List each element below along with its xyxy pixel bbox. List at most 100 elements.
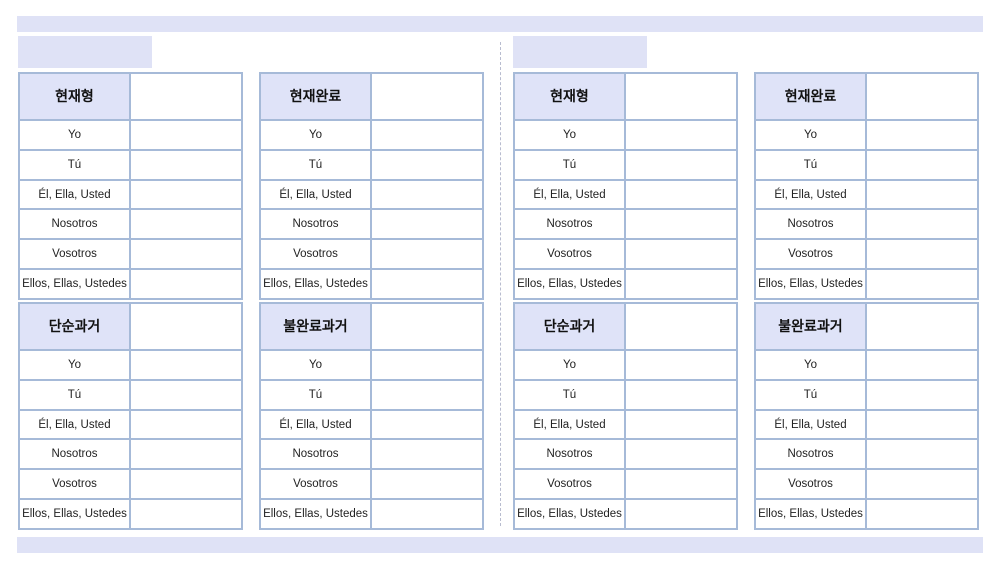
pronoun-label: Vosotros xyxy=(513,238,626,271)
answer-cell[interactable] xyxy=(623,468,739,501)
table-present-right: 현재형 Yo Tú Él, Ella, Usted Nosotros Vosot… xyxy=(513,72,739,300)
answer-cell[interactable] xyxy=(369,408,485,441)
pronoun-label: Ellos, Ellas, Ustedes xyxy=(754,498,867,530)
answer-cell[interactable] xyxy=(864,118,980,151)
pronoun-label: Él, Ella, Usted xyxy=(259,408,372,441)
answer-cell[interactable] xyxy=(623,118,739,151)
answer-cell[interactable] xyxy=(864,438,980,471)
answer-cell[interactable] xyxy=(128,72,244,121)
pronoun-label: Él, Ella, Usted xyxy=(754,408,867,441)
answer-cell[interactable] xyxy=(128,148,244,181)
pronoun-label: Nosotros xyxy=(18,208,131,241)
answer-cell[interactable] xyxy=(623,208,739,241)
answer-cell[interactable] xyxy=(369,238,485,271)
tense-header: 현재형 xyxy=(513,72,626,121)
pronoun-label: Nosotros xyxy=(18,438,131,471)
pronoun-label: Él, Ella, Usted xyxy=(18,178,131,211)
pronoun-label: Tú xyxy=(259,378,372,411)
pronoun-label: Vosotros xyxy=(259,238,372,271)
answer-cell[interactable] xyxy=(369,148,485,181)
pronoun-label: Vosotros xyxy=(754,238,867,271)
tense-header: 현재완료 xyxy=(259,72,372,121)
answer-cell[interactable] xyxy=(369,468,485,501)
answer-cell[interactable] xyxy=(128,118,244,151)
answer-cell[interactable] xyxy=(623,238,739,271)
pronoun-label: Ellos, Ellas, Ustedes xyxy=(259,498,372,530)
answer-cell[interactable] xyxy=(864,208,980,241)
answer-cell[interactable] xyxy=(369,302,485,351)
top-band xyxy=(17,16,983,32)
pronoun-label: Vosotros xyxy=(259,468,372,501)
answer-cell[interactable] xyxy=(623,72,739,121)
answer-cell[interactable] xyxy=(128,208,244,241)
answer-cell[interactable] xyxy=(369,378,485,411)
tense-header: 불완료과거 xyxy=(259,302,372,351)
answer-cell[interactable] xyxy=(623,348,739,381)
answer-cell[interactable] xyxy=(623,178,739,211)
pronoun-label: Nosotros xyxy=(754,208,867,241)
tense-header: 단순과거 xyxy=(18,302,131,351)
pronoun-label: Él, Ella, Usted xyxy=(513,178,626,211)
answer-cell[interactable] xyxy=(623,148,739,181)
pronoun-label: Yo xyxy=(513,348,626,381)
answer-cell[interactable] xyxy=(623,302,739,351)
answer-cell[interactable] xyxy=(128,302,244,351)
answer-cell[interactable] xyxy=(623,498,739,530)
answer-cell[interactable] xyxy=(623,408,739,441)
table-present-perfect-left: 현재완료 Yo Tú Él, Ella, Usted Nosotros Voso… xyxy=(259,72,485,300)
table-present-left: 현재형 Yo Tú Él, Ella, Usted Nosotros Vosot… xyxy=(18,72,244,300)
answer-cell[interactable] xyxy=(623,438,739,471)
answer-cell[interactable] xyxy=(128,498,244,530)
answer-cell[interactable] xyxy=(864,238,980,271)
answer-cell[interactable] xyxy=(864,178,980,211)
table-imperfect-left: 불완료과거 Yo Tú Él, Ella, Usted Nosotros Vos… xyxy=(259,302,485,530)
answer-cell[interactable] xyxy=(864,498,980,530)
pronoun-label: Él, Ella, Usted xyxy=(513,408,626,441)
pronoun-label: Él, Ella, Usted xyxy=(754,178,867,211)
answer-cell[interactable] xyxy=(369,118,485,151)
answer-cell[interactable] xyxy=(864,268,980,300)
answer-cell[interactable] xyxy=(864,348,980,381)
table-preterite-right: 단순과거 Yo Tú Él, Ella, Usted Nosotros Voso… xyxy=(513,302,739,530)
answer-cell[interactable] xyxy=(623,268,739,300)
pronoun-label: Tú xyxy=(754,148,867,181)
center-divider xyxy=(500,42,501,526)
pronoun-label: Yo xyxy=(18,118,131,151)
answer-cell[interactable] xyxy=(128,268,244,300)
pronoun-label: Él, Ella, Usted xyxy=(18,408,131,441)
pronoun-label: Nosotros xyxy=(513,208,626,241)
answer-cell[interactable] xyxy=(128,438,244,471)
pronoun-label: Ellos, Ellas, Ustedes xyxy=(259,268,372,300)
answer-cell[interactable] xyxy=(128,408,244,441)
answer-cell[interactable] xyxy=(864,302,980,351)
answer-cell[interactable] xyxy=(864,468,980,501)
answer-cell[interactable] xyxy=(369,348,485,381)
answer-cell[interactable] xyxy=(128,348,244,381)
answer-cell[interactable] xyxy=(128,378,244,411)
name-box-left[interactable] xyxy=(18,36,152,68)
answer-cell[interactable] xyxy=(369,72,485,121)
answer-cell[interactable] xyxy=(128,238,244,271)
pronoun-label: Nosotros xyxy=(513,438,626,471)
answer-cell[interactable] xyxy=(864,378,980,411)
pronoun-label: Tú xyxy=(259,148,372,181)
name-box-right[interactable] xyxy=(513,36,647,68)
pronoun-label: Ellos, Ellas, Ustedes xyxy=(18,268,131,300)
answer-cell[interactable] xyxy=(128,468,244,501)
answer-cell[interactable] xyxy=(864,408,980,441)
pronoun-label: Ellos, Ellas, Ustedes xyxy=(513,268,626,300)
answer-cell[interactable] xyxy=(369,438,485,471)
pronoun-label: Él, Ella, Usted xyxy=(259,178,372,211)
answer-cell[interactable] xyxy=(369,498,485,530)
table-imperfect-right: 불완료과거 Yo Tú Él, Ella, Usted Nosotros Vos… xyxy=(754,302,980,530)
answer-cell[interactable] xyxy=(864,72,980,121)
answer-cell[interactable] xyxy=(128,178,244,211)
answer-cell[interactable] xyxy=(369,208,485,241)
answer-cell[interactable] xyxy=(864,148,980,181)
pronoun-label: Ellos, Ellas, Ustedes xyxy=(513,498,626,530)
answer-cell[interactable] xyxy=(369,178,485,211)
pronoun-label: Yo xyxy=(18,348,131,381)
answer-cell[interactable] xyxy=(369,268,485,300)
answer-cell[interactable] xyxy=(623,378,739,411)
